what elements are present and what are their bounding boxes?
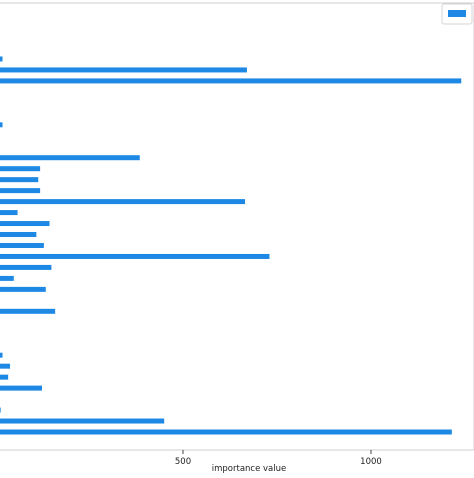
bar: [0, 122, 3, 128]
bar: [0, 221, 50, 227]
bars-group: [0, 56, 462, 435]
bar: [0, 374, 9, 380]
bar: [0, 275, 14, 281]
x-tick-label: 1000: [360, 457, 382, 467]
bar: [0, 56, 3, 62]
bar: [0, 253, 270, 259]
bar: [0, 166, 41, 172]
bar: [0, 232, 37, 238]
bar: [0, 429, 452, 435]
x-axis-label: importance value: [212, 464, 286, 474]
bar: [0, 407, 1, 413]
bar: [0, 155, 140, 161]
bar: [0, 363, 11, 369]
bar: [0, 418, 165, 424]
bar: [0, 352, 3, 358]
bar: [0, 308, 56, 314]
bar: [0, 210, 18, 216]
plot-frame: [0, 2, 474, 451]
bar: [0, 242, 44, 248]
x-tick-label: 500: [175, 457, 191, 467]
bar: [0, 286, 46, 292]
bar: [0, 264, 52, 270]
bar: [0, 385, 42, 391]
bar: [0, 78, 462, 84]
bar: [0, 188, 41, 194]
x-ticks-group: 500 1000: [175, 450, 382, 467]
legend-swatch: [448, 10, 466, 17]
bar: [0, 177, 39, 183]
legend: [441, 3, 473, 25]
bar: [0, 67, 247, 73]
bar: [0, 199, 246, 205]
